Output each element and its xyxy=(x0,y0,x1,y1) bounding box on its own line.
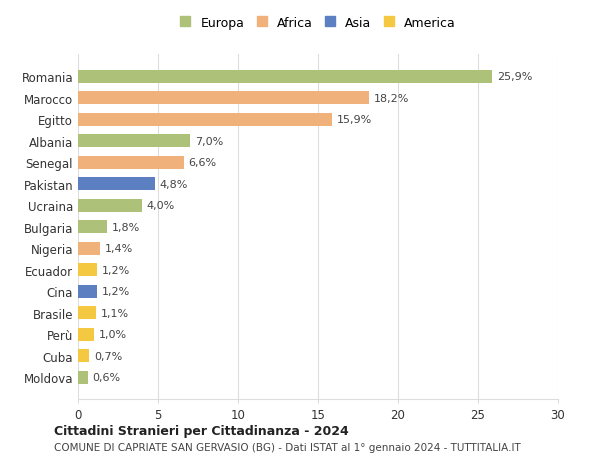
Text: 0,6%: 0,6% xyxy=(92,372,121,382)
Text: 4,0%: 4,0% xyxy=(147,201,175,211)
Bar xyxy=(78,221,107,234)
Bar xyxy=(78,349,89,362)
Legend: Europa, Africa, Asia, America: Europa, Africa, Asia, America xyxy=(181,17,455,29)
Bar xyxy=(78,307,95,319)
Text: 1,8%: 1,8% xyxy=(112,222,140,232)
Bar xyxy=(78,199,142,212)
Bar xyxy=(78,263,97,276)
Text: 15,9%: 15,9% xyxy=(337,115,373,125)
Text: 6,6%: 6,6% xyxy=(188,158,217,168)
Text: Cittadini Stranieri per Cittadinanza - 2024: Cittadini Stranieri per Cittadinanza - 2… xyxy=(54,425,349,437)
Text: 1,2%: 1,2% xyxy=(102,286,130,297)
Bar xyxy=(78,113,332,127)
Bar xyxy=(78,242,100,255)
Bar xyxy=(78,135,190,148)
Text: 1,0%: 1,0% xyxy=(99,330,127,339)
Bar xyxy=(78,92,369,105)
Text: 1,1%: 1,1% xyxy=(100,308,128,318)
Text: 4,8%: 4,8% xyxy=(160,179,188,189)
Text: 25,9%: 25,9% xyxy=(497,72,533,82)
Bar xyxy=(78,285,97,298)
Bar xyxy=(78,328,94,341)
Text: 18,2%: 18,2% xyxy=(374,94,409,104)
Text: 1,4%: 1,4% xyxy=(105,244,133,254)
Text: 0,7%: 0,7% xyxy=(94,351,122,361)
Text: COMUNE DI CAPRIATE SAN GERVASIO (BG) - Dati ISTAT al 1° gennaio 2024 - TUTTITALI: COMUNE DI CAPRIATE SAN GERVASIO (BG) - D… xyxy=(54,442,521,452)
Bar xyxy=(78,157,184,169)
Text: 1,2%: 1,2% xyxy=(102,265,130,275)
Text: 7,0%: 7,0% xyxy=(195,136,223,146)
Bar xyxy=(78,71,493,84)
Bar xyxy=(78,371,88,384)
Bar xyxy=(78,178,155,191)
